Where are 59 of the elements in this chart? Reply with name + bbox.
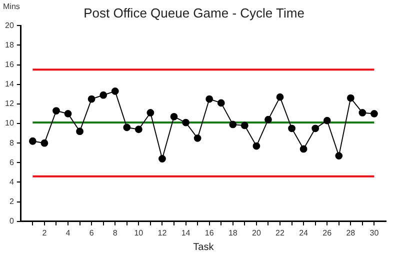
point bbox=[229, 120, 237, 128]
point bbox=[158, 155, 166, 162]
x-tick-label: 30 bbox=[370, 228, 380, 238]
y-tick-label: 4 bbox=[9, 177, 14, 186]
x-axis-title: Task bbox=[193, 242, 215, 253]
x-tick-label: 6 bbox=[89, 228, 94, 238]
y-tick-label: 2 bbox=[9, 197, 14, 206]
point bbox=[312, 124, 320, 132]
x-tick-label: 14 bbox=[181, 228, 191, 238]
point bbox=[252, 142, 260, 150]
point bbox=[300, 145, 308, 153]
point bbox=[76, 128, 84, 136]
x-tick-label: 10 bbox=[134, 228, 144, 238]
point bbox=[170, 112, 178, 120]
point bbox=[52, 107, 60, 114]
point bbox=[335, 152, 343, 160]
point bbox=[111, 87, 119, 95]
y-axis-title: Mins bbox=[3, 2, 20, 11]
x-tick-label: 4 bbox=[66, 228, 71, 238]
y-tick-label: 0 bbox=[9, 216, 14, 226]
point bbox=[100, 91, 108, 99]
point bbox=[194, 134, 202, 142]
point bbox=[323, 116, 331, 124]
y-tick-label: 14 bbox=[4, 80, 14, 89]
x-tick-label: 8 bbox=[112, 228, 118, 238]
point bbox=[134, 126, 142, 134]
y-tick-label: 20 bbox=[4, 20, 14, 30]
x-tick-label: 2 bbox=[42, 228, 48, 238]
point bbox=[217, 99, 225, 107]
x-tick-label: 28 bbox=[346, 228, 356, 238]
point bbox=[64, 110, 72, 118]
y-tick-label: 6 bbox=[9, 158, 14, 167]
point bbox=[358, 109, 366, 116]
chart-title: Post Office Queue Game - Cycle Time bbox=[84, 5, 304, 20]
point bbox=[40, 139, 48, 147]
y-tick-label: 10 bbox=[4, 118, 14, 128]
point bbox=[346, 94, 354, 102]
y-tick-label: 12 bbox=[4, 99, 14, 108]
point bbox=[276, 93, 284, 101]
x-tick-label: 22 bbox=[276, 228, 285, 238]
point bbox=[88, 95, 96, 103]
y-tick-label: 8 bbox=[9, 138, 14, 148]
y-tick-label: 16 bbox=[4, 60, 14, 69]
x-tick-label: 24 bbox=[299, 228, 309, 238]
y-tick-label: 18 bbox=[4, 40, 14, 50]
point bbox=[288, 124, 296, 132]
point bbox=[264, 116, 272, 124]
x-tick-label: 12 bbox=[158, 228, 168, 238]
point bbox=[182, 118, 190, 126]
point bbox=[206, 95, 214, 103]
point bbox=[123, 124, 131, 132]
x-tick-label: 16 bbox=[204, 228, 214, 238]
point bbox=[240, 122, 248, 130]
point bbox=[28, 137, 36, 145]
x-tick-label: 18 bbox=[228, 228, 238, 238]
point bbox=[146, 109, 154, 116]
x-tick-label: 20 bbox=[252, 228, 262, 238]
x-tick-label: 26 bbox=[322, 228, 332, 238]
point bbox=[370, 110, 378, 118]
